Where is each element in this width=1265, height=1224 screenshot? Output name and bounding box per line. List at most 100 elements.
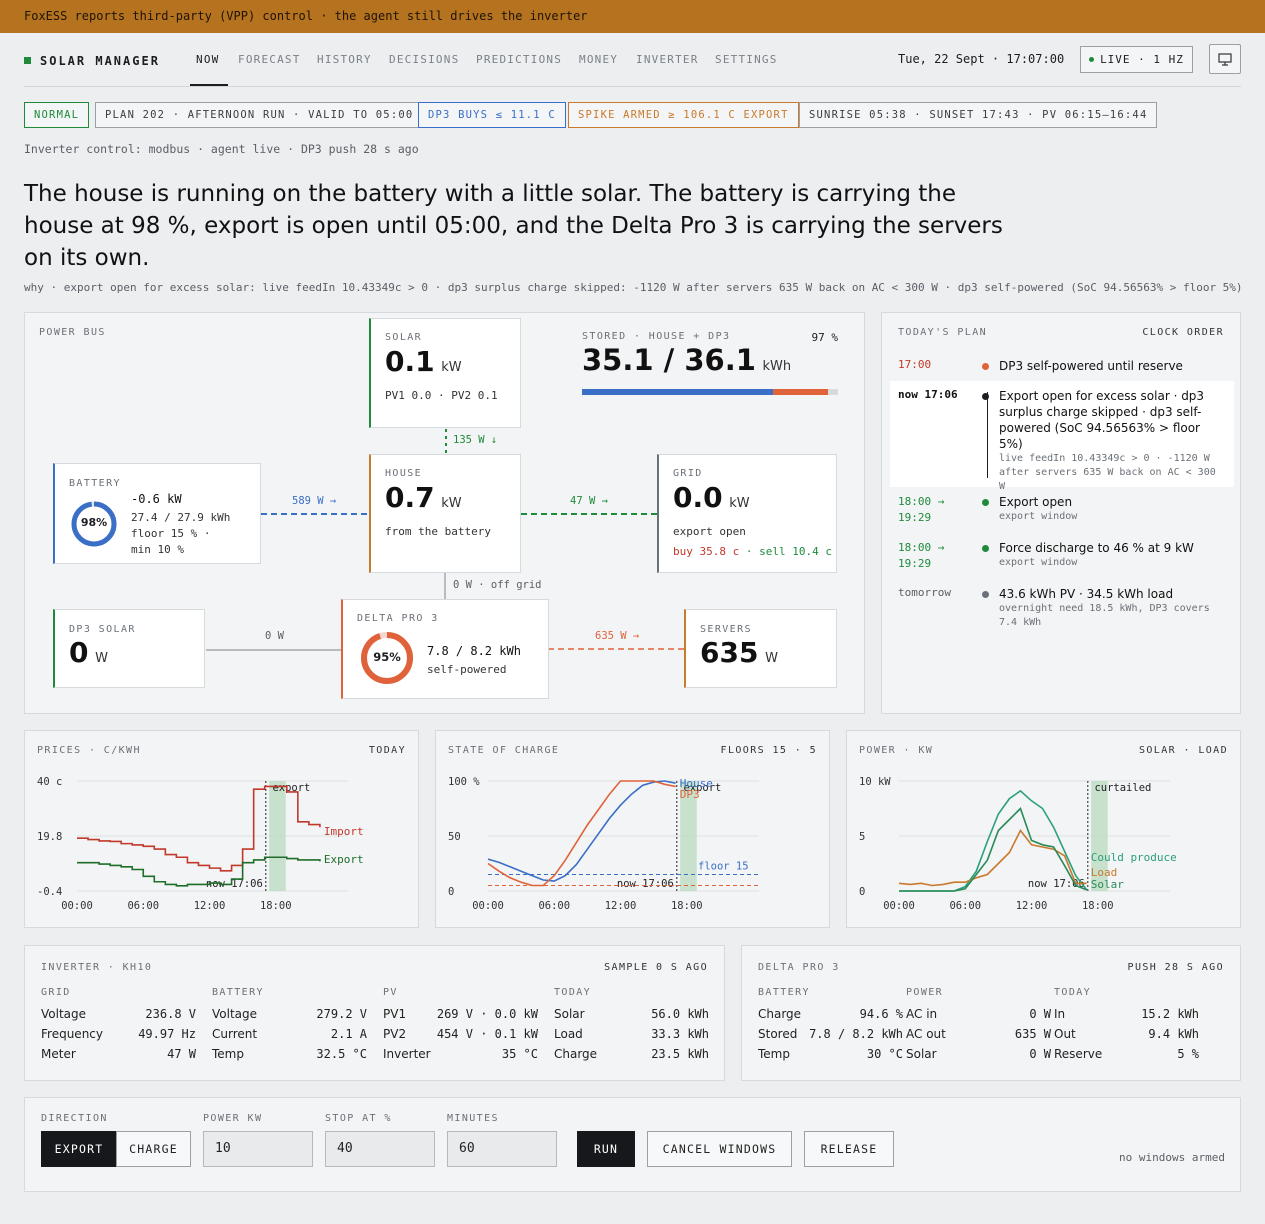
sun-chip: SUNRISE 05:38 · SUNSET 17:43 · PV 06:15–… <box>799 102 1158 128</box>
inverter-stat-label: Load <box>554 1027 583 1041</box>
stored-bar-house <box>582 389 773 395</box>
soc-chart-svg: 100 % 50 0 00:00 06:00 12:00 18:00 export now 17… <box>448 776 759 912</box>
tab-history[interactable]: HISTORY <box>317 53 372 66</box>
series-label: DP3 <box>680 788 700 801</box>
power-bus-panel: POWER BUS 135 W ↓ 589 W → 47 W → 0 W · o… <box>24 312 865 714</box>
series-line-house <box>487 780 676 882</box>
tab-decisions[interactable]: DECISIONS <box>389 53 460 66</box>
mode-chip: NORMAL <box>24 102 90 128</box>
delta-pro-panel: DELTA PRO 3 PUSH 28 S AGO BATTERY Charge 9… <box>741 945 1241 1081</box>
flow-solar-house: 135 W ↓ <box>453 434 498 446</box>
inverter-stat-label: Solar <box>554 1007 585 1021</box>
power-kw-label: POWER KW <box>203 1113 263 1124</box>
delta-stat-label: AC out <box>906 1027 946 1041</box>
release-button[interactable]: RELEASE <box>804 1131 894 1167</box>
header-divider <box>24 86 1241 87</box>
inverter-panel: INVERTER · KH10 SAMPLE 0 S AGO GRID Volta… <box>24 945 725 1081</box>
solar-unit: kW <box>441 360 462 375</box>
servers-value: 635 <box>700 636 759 669</box>
series-line-dp3 <box>487 780 676 887</box>
delta-stat-value: 7.8 / 8.2 kWh <box>809 1027 903 1041</box>
delta-soc: 95% <box>373 650 401 664</box>
cancel-windows-button[interactable]: CANCEL WINDOWS <box>647 1131 792 1167</box>
dp3-buy-chip: DP3 BUYS ≤ 11.1 C <box>418 102 566 128</box>
y-tick-label: -0.4 <box>37 886 62 898</box>
inverter-col-head: BATTERY <box>212 987 264 998</box>
series-line-solar <box>899 807 1088 892</box>
x-tick-label: 00:00 <box>472 900 504 912</box>
inverter-stat-label: PV1 <box>383 1007 407 1021</box>
delta-stat-value: 5 % <box>1177 1047 1199 1061</box>
delta-col-head: POWER <box>906 987 944 998</box>
direction-charge-button[interactable]: CHARGE <box>116 1131 191 1167</box>
tab-inverter[interactable]: INVERTER <box>636 53 699 66</box>
live-dot-icon <box>1089 57 1095 62</box>
plan-now-highlight <box>890 381 1234 487</box>
flow-delta-servers: 635 W → <box>595 630 640 642</box>
y-tick-label: 0 <box>448 886 454 898</box>
delta-panel-push: PUSH 28 S AGO <box>1127 962 1224 973</box>
minutes-input[interactable]: 60 <box>447 1131 557 1167</box>
plan-label: TODAY'S PLAN <box>898 327 988 338</box>
x-tick-label: 06:00 <box>127 900 159 912</box>
flow-house-delta: 0 W · off grid <box>453 579 542 591</box>
band-label: export <box>683 782 721 794</box>
direction-export-button[interactable]: EXPORT <box>41 1131 117 1167</box>
inverter-stat-value: 56.0 kWh <box>651 1007 709 1021</box>
house-label: HOUSE <box>385 468 423 479</box>
delta-stat-value: 15.2 kWh <box>1141 1007 1199 1021</box>
series-label: Could produce <box>1091 851 1177 864</box>
plan-main-text: 43.6 kWh PV · 34.5 kWh load <box>999 587 1174 601</box>
live-label: LIVE · 1 HZ <box>1100 53 1184 66</box>
delta-energy: 7.8 / 8.2 kWh <box>427 644 521 658</box>
grid-unit: kW <box>729 496 750 511</box>
windows-status: no windows armed <box>1119 1151 1225 1164</box>
power-kw-input[interactable]: 10 <box>203 1131 313 1167</box>
inverter-stat-value: 269 V · 0.0 kW <box>436 1007 538 1021</box>
x-tick-label: 12:00 <box>194 900 226 912</box>
plan-text: DP3 self-powered until reserve <box>999 359 1183 373</box>
display-mode-button[interactable] <box>1209 44 1241 74</box>
stored-summary: STORED · HOUSE + DP3 97 % 35.1 / 36.1 kW… <box>582 331 838 401</box>
delta-stat-value: 94.6 % <box>859 1007 903 1021</box>
prices-chart-svg: 40 c 19.8 -0.4 00:00 06:00 12:00 18:00 export no… <box>37 776 364 912</box>
delta-stat-label: Reserve <box>1054 1047 1103 1061</box>
inverter-stat-label: PV2 <box>383 1027 407 1041</box>
grid-sell: · sell 10.4 c <box>745 545 832 558</box>
delta-detail: self-powered <box>427 663 507 676</box>
x-tick-label: 12:00 <box>1016 900 1048 912</box>
inverter-stat-value: 47 W <box>167 1047 196 1061</box>
tab-predictions[interactable]: PREDICTIONS <box>476 53 563 66</box>
tab-settings[interactable]: SETTINGS <box>715 53 778 66</box>
battery-min: min 10 % <box>131 543 184 556</box>
inverter-stat-value: 35 °C <box>501 1047 538 1061</box>
inverter-stat-label: Voltage <box>41 1007 87 1021</box>
tab-money[interactable]: MONEY <box>579 53 619 66</box>
inverter-stat-label: Meter <box>41 1047 76 1061</box>
tab-forecast[interactable]: FORECAST <box>238 53 301 66</box>
house-value: 0.7 <box>385 481 435 514</box>
delta-stat-label: Temp <box>758 1047 790 1061</box>
y-tick-label: 40 c <box>37 776 62 788</box>
header-clock: Tue, 22 Sept · 17:07:00 <box>898 52 1065 66</box>
x-tick-label: 18:00 <box>260 900 292 912</box>
delta-stat-value: 635 W <box>1014 1027 1051 1041</box>
now-label: now 17:06 <box>1028 878 1085 890</box>
live-indicator-button[interactable]: LIVE · 1 HZ <box>1080 46 1193 73</box>
plan-text: 43.6 kWh PV · 34.5 kWh load overnight nee… <box>999 586 1219 630</box>
delta-stat-label: Solar <box>906 1047 937 1061</box>
tab-now[interactable]: NOW <box>196 53 220 66</box>
delta-label: DELTA PRO 3 <box>357 613 439 624</box>
now-label: now 17:06 <box>617 878 674 890</box>
delta-stat-label: AC in <box>906 1007 938 1021</box>
dp3-solar-value: 0 <box>69 636 89 669</box>
stop-at-input[interactable]: 40 <box>325 1131 435 1167</box>
run-button[interactable]: RUN <box>577 1131 635 1167</box>
house-unit: kW <box>441 496 462 511</box>
delta-stat-label: Charge <box>758 1007 802 1021</box>
series-label: House <box>680 777 713 790</box>
inverter-col-head: PV <box>383 987 398 998</box>
delta-stat-label: In <box>1054 1007 1066 1021</box>
stored-unit: kWh <box>762 359 792 374</box>
plan-time: 18:00 → 19:29 <box>898 495 945 524</box>
